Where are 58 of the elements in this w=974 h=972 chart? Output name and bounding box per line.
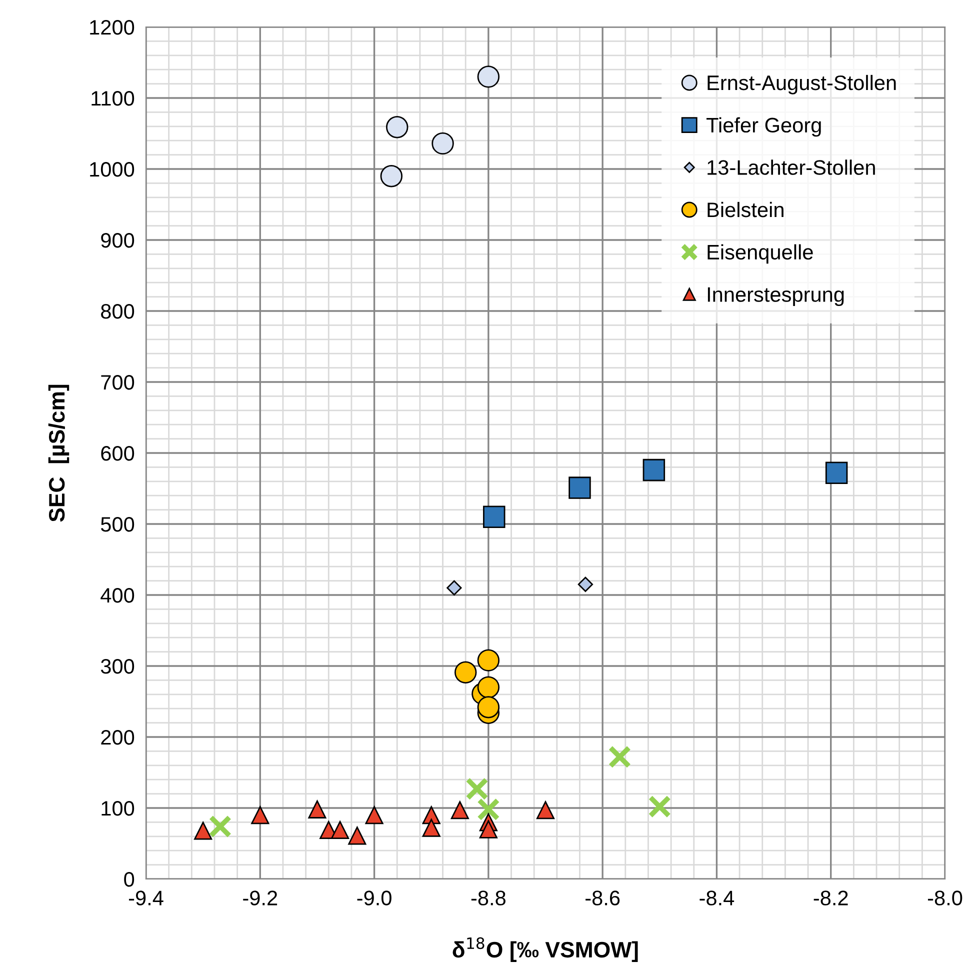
x-tick-label: -8.2 (814, 890, 848, 906)
point (208, 815, 232, 838)
y-tick-label: 100 (102, 801, 134, 816)
y-tick-label: 300 (100, 659, 134, 674)
point (483, 506, 506, 528)
point (422, 818, 440, 837)
point (479, 820, 498, 838)
y-tick-label: 1200 (90, 20, 134, 35)
point (825, 462, 848, 484)
y-tick-label: 500 (100, 517, 134, 532)
point (386, 116, 408, 138)
point (578, 576, 594, 592)
x-tick-label: -9.4 (128, 890, 164, 906)
legend-label: 13-Lachter-Stollen (708, 160, 875, 175)
legend-label: Eisenquelle (708, 244, 813, 264)
point (648, 795, 672, 818)
y-tick-label: 200 (101, 730, 134, 745)
point (331, 820, 350, 840)
point (477, 696, 500, 718)
x-tick-label: -8.8 (471, 890, 506, 906)
y-tick-label: 800 (101, 304, 134, 319)
point (454, 661, 477, 684)
legend-label: Tiefer Georg (706, 117, 821, 137)
point (450, 801, 469, 820)
point (251, 806, 270, 824)
legend-label: Ernst-August-Stollen (708, 74, 896, 94)
point (476, 798, 500, 821)
point (568, 476, 591, 499)
y-tick-label: 900 (101, 233, 134, 248)
point (536, 801, 555, 820)
x-tick-label: -9.2 (243, 890, 278, 906)
point (348, 826, 366, 845)
point (432, 132, 454, 155)
point (308, 800, 326, 818)
point (466, 777, 488, 800)
x-tick-label: -8.4 (700, 890, 734, 906)
x-tick-label: -9.0 (357, 890, 392, 906)
point (608, 745, 632, 768)
point (642, 458, 666, 482)
point (477, 676, 500, 698)
x-tick-label: -8.0 (928, 890, 962, 906)
y-tick-label: 1100 (92, 91, 134, 106)
point (194, 822, 212, 840)
legend-label: Bielstein (708, 202, 784, 218)
point (446, 580, 462, 596)
legend-label: Innerstesprung (708, 287, 844, 306)
x-axis-title: δ$^{18}$O [‰ VSMOW] (452, 937, 638, 962)
point (365, 806, 384, 824)
point (380, 164, 403, 188)
x-tick-label: -8.6 (586, 890, 620, 906)
point (477, 649, 500, 672)
y-tick-label: 700 (101, 375, 134, 390)
y-tick-label: 0 (124, 872, 134, 887)
point (477, 66, 500, 88)
y-tick-label: 400 (100, 588, 134, 603)
y-tick-label: 1000 (90, 162, 134, 177)
y-tick-label: 600 (101, 446, 134, 461)
y-axis-title: SEC [µS/cm] (48, 384, 70, 522)
